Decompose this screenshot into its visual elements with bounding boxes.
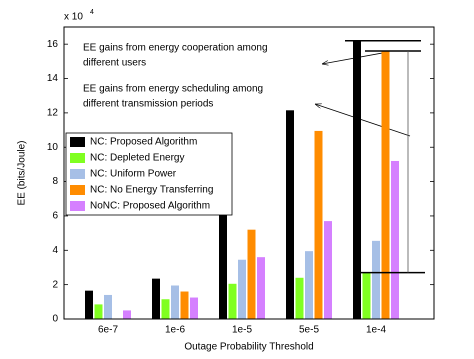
x-tick-label: 1e-5: [232, 325, 252, 336]
bar: [247, 229, 256, 319]
legend-label: NC: Proposed Algorithm: [90, 137, 197, 148]
y-tick-label: 8: [52, 176, 58, 187]
legend-swatch: [70, 169, 85, 179]
annotation: EE gains from energy scheduling among: [83, 84, 263, 95]
bar: [171, 285, 179, 319]
bar: [161, 299, 170, 319]
legend-label: NC: Depleted Energy: [90, 153, 185, 164]
bar: [228, 283, 237, 319]
legend-box: [65, 132, 233, 216]
bar: [353, 40, 361, 319]
bar: [85, 290, 93, 319]
legend-label: NoNC: Proposed Algorithm: [90, 201, 210, 212]
bar: [324, 221, 332, 319]
y-tick-label: 10: [47, 142, 59, 153]
bar: [123, 310, 131, 319]
bar: [238, 259, 246, 319]
x-tick-label: 1e-6: [165, 325, 185, 336]
bar: [362, 272, 371, 319]
y-tick-label: 16: [47, 39, 59, 50]
y-tick-label: 6: [52, 211, 58, 222]
annotation: different users: [83, 58, 146, 69]
multiplier-exponent: 4: [90, 9, 94, 16]
legend-swatch: [70, 153, 85, 163]
x-tick-label: 1e-4: [366, 325, 386, 336]
y-tick-label: 0: [52, 314, 58, 325]
annotation: different transmission periods: [83, 99, 213, 110]
y-tick-label: 12: [47, 108, 59, 119]
y-tick-label: 2: [52, 279, 58, 290]
bar: [305, 251, 313, 319]
bar: [295, 277, 304, 319]
bar: [257, 257, 265, 319]
plot-frame: [63, 26, 435, 320]
multiplier-base: x 10: [64, 12, 83, 23]
bar: [94, 304, 103, 319]
legend-swatch: [70, 201, 85, 211]
bar: [104, 294, 112, 319]
x-tick-label: 5e-5: [299, 325, 319, 336]
bar: [372, 240, 380, 319]
legend-label: NC: No Energy Transferring: [90, 185, 213, 196]
y-tick-label: 14: [47, 73, 59, 84]
y-tick-label: 4: [52, 245, 58, 256]
x-tick-label: 6e-7: [98, 325, 118, 336]
bar: [152, 278, 160, 319]
y-axis-label: EE (bits/Joule): [17, 140, 28, 205]
annotation-arrow: [315, 104, 411, 137]
bar: [391, 160, 399, 319]
annotation: EE gains from energy cooperation among: [83, 43, 268, 54]
x-axis-label: Outage Probability Threshold: [184, 342, 313, 353]
legend-swatch: [70, 137, 85, 147]
legend-label: NC: Uniform Power: [90, 169, 177, 180]
bar: [190, 297, 198, 319]
bar: [180, 291, 189, 319]
bar: [381, 51, 390, 319]
bar: [219, 213, 227, 319]
legend-swatch: [70, 185, 85, 195]
bar: [286, 110, 294, 320]
bar: [314, 130, 323, 319]
